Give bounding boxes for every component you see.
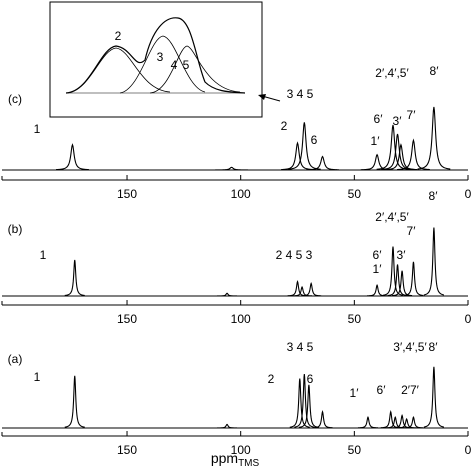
inset-label: 2 [115, 29, 122, 43]
peak-annotation: 3′ [397, 248, 407, 262]
peak-annotation: 1 [34, 370, 41, 384]
peak-annotation: 2 [268, 372, 275, 386]
peak-annotation: 2′,4′,5′ [375, 66, 409, 80]
peak-annotation: 6′ [377, 383, 387, 397]
panel-label: (c) [8, 92, 22, 106]
peak-annotation: 1′ [373, 262, 383, 276]
peak-annotation: 2 4 5 3 [276, 248, 313, 262]
peak [289, 378, 310, 428]
peak [392, 270, 413, 297]
peak [217, 292, 238, 297]
x-tick-label: 50 [348, 187, 362, 201]
peak-annotation: 3′,4′,5′ [393, 340, 427, 354]
peak [217, 423, 238, 429]
peak-annotation: 6 [307, 372, 314, 386]
x-tick-label: 150 [117, 443, 137, 457]
x-tick-label: 50 [348, 443, 362, 457]
peak [403, 261, 424, 297]
peak-annotation: 2′,4′,5′ [375, 210, 409, 224]
peak [382, 246, 404, 296]
inset-curve [149, 45, 241, 94]
peak-annotation: 2′7′ [401, 383, 420, 397]
peak [215, 166, 248, 171]
peak [357, 415, 378, 429]
peak-annotation: 3′ [393, 114, 403, 128]
peak-annotation: 7′ [407, 108, 417, 122]
x-tick-label: 50 [348, 312, 362, 326]
inset-label: 5 [183, 58, 190, 72]
peak-annotation: 6′ [374, 112, 384, 126]
peak [301, 281, 322, 297]
peak [384, 143, 418, 171]
peak [64, 375, 85, 428]
peak [417, 106, 451, 170]
panel-label: (b) [8, 222, 23, 236]
peak-annotation: 1 [40, 248, 47, 262]
x-axis-label-main: ppm [211, 450, 238, 466]
peak [396, 417, 417, 429]
inset-label: 3 [157, 50, 164, 64]
peak-annotation: 6 [311, 133, 318, 147]
x-tick-label: 0 [465, 312, 472, 326]
peak-annotation: 3 4 5 [287, 340, 314, 354]
peak-annotation: 3 4 5 [287, 87, 314, 101]
peak-annotation: 6′ [373, 248, 383, 262]
peak-annotation: 2 [281, 119, 288, 133]
x-tick-label: 100 [231, 443, 251, 457]
peak-annotation: 8′ [429, 189, 439, 203]
x-tick-label: 0 [465, 187, 472, 201]
peak [294, 373, 315, 428]
peak-annotation: 7′ [407, 224, 417, 238]
peak-annotation: 1 [34, 122, 41, 136]
peak [397, 138, 430, 171]
peak [423, 227, 445, 296]
peak [423, 366, 445, 428]
peak-annotation: 8′ [430, 64, 440, 78]
x-tick-label: 100 [231, 312, 251, 326]
x-tick-label: 100 [231, 187, 251, 201]
x-tick-label: 0 [465, 443, 472, 457]
peak [292, 285, 313, 297]
x-tick-label: 150 [117, 187, 137, 201]
x-axis-label-sub: TMS [238, 458, 259, 467]
inset-envelope [65, 17, 246, 94]
peak [385, 415, 406, 429]
peak-annotation: 1′ [350, 386, 360, 400]
peak [287, 122, 321, 170]
peak [306, 155, 339, 171]
inset-curve [119, 35, 206, 94]
inset-frame [49, 1, 263, 118]
arrow-head [258, 94, 266, 100]
peak [312, 410, 333, 429]
peak [281, 141, 314, 171]
peak [64, 259, 85, 296]
peak [56, 143, 89, 171]
peak [367, 283, 388, 297]
peak-annotation: 1′ [371, 134, 381, 148]
peak [298, 384, 319, 428]
x-tick-label: 150 [117, 312, 137, 326]
x-axis-label: ppmTMS [211, 450, 260, 467]
inset: 2 3 4 5 [49, 1, 281, 118]
inset-label: 4 [171, 58, 178, 72]
panel-label: (a) [8, 352, 23, 366]
peak-annotation: 8′ [429, 340, 439, 354]
peak [403, 415, 424, 429]
